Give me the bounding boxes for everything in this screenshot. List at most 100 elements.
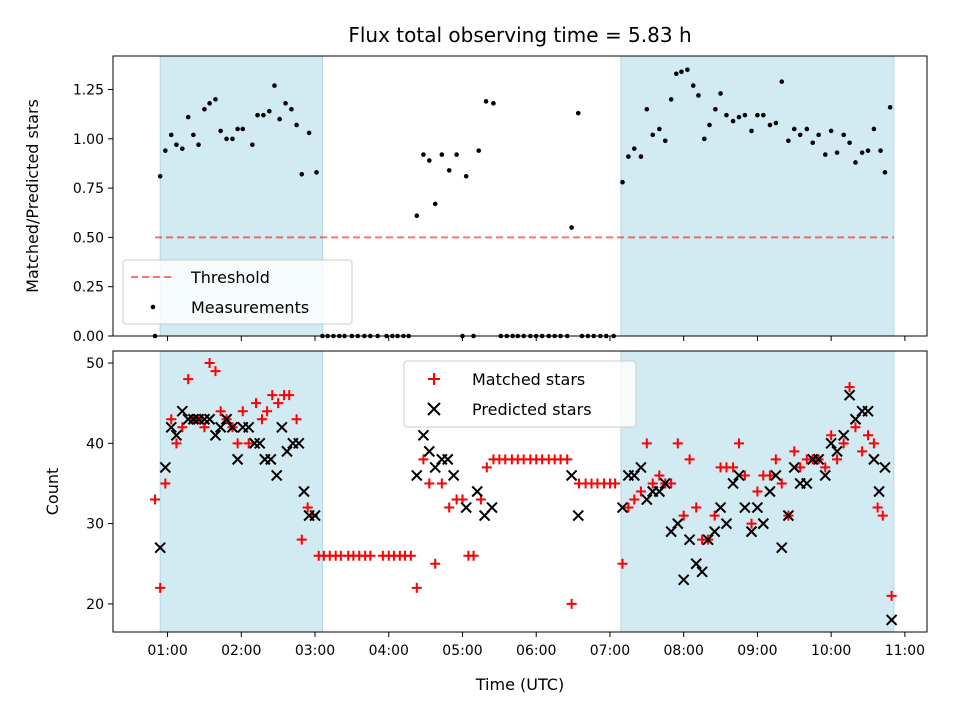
legend-predicted-swatch xyxy=(427,402,441,416)
matched-star-point xyxy=(886,590,897,601)
measurement-point xyxy=(218,128,223,134)
measurement-point xyxy=(432,201,438,207)
predicted-star-point xyxy=(220,413,233,425)
measurement-point xyxy=(631,146,637,151)
x-tick-label: 01:00 xyxy=(147,643,187,659)
matched-star-point xyxy=(641,438,652,449)
y-tick-label: 30 xyxy=(86,517,104,533)
measurement-point xyxy=(816,132,821,138)
predicted-star-point xyxy=(165,421,177,433)
legend-threshold-label: Threshold xyxy=(190,268,270,287)
measurement-point xyxy=(865,148,871,153)
measurement-point xyxy=(476,148,482,153)
measurement-point xyxy=(878,148,883,153)
matched-star-point xyxy=(733,438,744,449)
measurement-point xyxy=(657,126,662,132)
matched-star-point xyxy=(566,598,577,609)
matched-star-point xyxy=(666,478,677,489)
predicted-star-point xyxy=(873,485,885,498)
measurement-point xyxy=(749,128,754,134)
predicted-star-point xyxy=(690,558,702,570)
measurement-point xyxy=(230,136,235,142)
predicted-star-point xyxy=(411,469,423,482)
bottom-axes-frame xyxy=(112,350,928,633)
predicted-star-point xyxy=(265,453,277,466)
predicted-star-point xyxy=(471,485,483,498)
predicted-star-point xyxy=(309,509,321,522)
predicted-star-point xyxy=(226,421,239,433)
predicted-star-point xyxy=(423,445,436,458)
predicted-star-point xyxy=(565,469,578,482)
measurement-point xyxy=(240,126,246,132)
measurement-point xyxy=(804,126,810,132)
measurement-point xyxy=(696,93,701,98)
measurement-point xyxy=(283,101,288,106)
bottom-y-ticks: 20 30 40 50 xyxy=(86,356,113,613)
measurement-point xyxy=(191,132,196,138)
predicted-star-point xyxy=(154,541,166,554)
measurement-point xyxy=(299,172,305,177)
top-panel: 0.00 0.25 0.50 0.75 1.00 1.25 Matched/Predict… xyxy=(23,55,928,345)
measurement-point xyxy=(755,112,760,118)
matched-star-point xyxy=(296,534,307,545)
measurement-point xyxy=(767,122,773,128)
matched-star-point xyxy=(160,478,171,489)
predicted-star-point xyxy=(757,517,770,530)
measurement-point xyxy=(650,132,656,138)
measurement-point xyxy=(289,106,294,112)
matched-star-point xyxy=(635,486,646,497)
measurement-point xyxy=(207,101,212,106)
measurement-point xyxy=(713,106,718,112)
measurement-point xyxy=(742,112,748,118)
predicted-star-point xyxy=(770,469,782,482)
predicted-star-point xyxy=(176,405,189,417)
x-tick-label: 11:00 xyxy=(885,643,925,659)
matched-star-point xyxy=(776,478,787,489)
matched-star-point xyxy=(411,582,422,593)
measurement-point xyxy=(685,67,690,73)
measurement-point xyxy=(168,132,174,138)
x-tick-label: 05:00 xyxy=(442,643,482,659)
measurement-point xyxy=(255,112,260,118)
top-legend: Threshold Measurements xyxy=(122,259,353,325)
matched-star-point xyxy=(868,438,879,449)
measurement-point xyxy=(859,150,865,155)
measurement-point xyxy=(626,154,631,159)
y-tick-label: 0.00 xyxy=(73,329,104,345)
matched-star-point xyxy=(436,478,447,489)
predicted-star-point xyxy=(616,501,629,514)
matched-star-point xyxy=(243,438,254,449)
measurement-point xyxy=(213,97,218,102)
measurement-point xyxy=(314,170,319,175)
measurement-point xyxy=(463,173,469,179)
x-tick-label: 10:00 xyxy=(811,643,851,659)
predicted-star-point xyxy=(486,501,498,514)
matched-star-point xyxy=(418,454,429,465)
predicted-star-point xyxy=(708,525,721,538)
measurement-point xyxy=(786,138,791,144)
matched-star-point xyxy=(251,398,262,409)
matched-star-point xyxy=(617,558,628,569)
predicted-star-point xyxy=(231,453,244,466)
measurement-point xyxy=(569,225,574,230)
predicted-star-point xyxy=(447,469,460,482)
predicted-star-point xyxy=(862,405,874,417)
measurement-point xyxy=(718,91,723,96)
matched-star-point xyxy=(204,358,215,369)
measurement-point xyxy=(887,104,893,110)
matched-star-point xyxy=(691,502,702,513)
matched-star-point xyxy=(150,494,161,505)
predicted-star-point xyxy=(198,413,211,425)
matched-star-point xyxy=(262,406,273,417)
chart-title: Flux total observing time = 5.83 h xyxy=(348,23,691,47)
legend-measurements-swatch xyxy=(150,304,156,310)
predicted-star-point xyxy=(417,429,430,442)
predicted-star-point xyxy=(733,469,745,482)
measurement-point xyxy=(180,146,185,151)
predicted-star-point xyxy=(214,421,227,433)
matched-star-point xyxy=(647,478,658,489)
measurement-point xyxy=(157,173,163,179)
bottom-legend: Matched stars Predicted stars xyxy=(403,360,637,428)
predicted-star-point xyxy=(745,525,758,538)
